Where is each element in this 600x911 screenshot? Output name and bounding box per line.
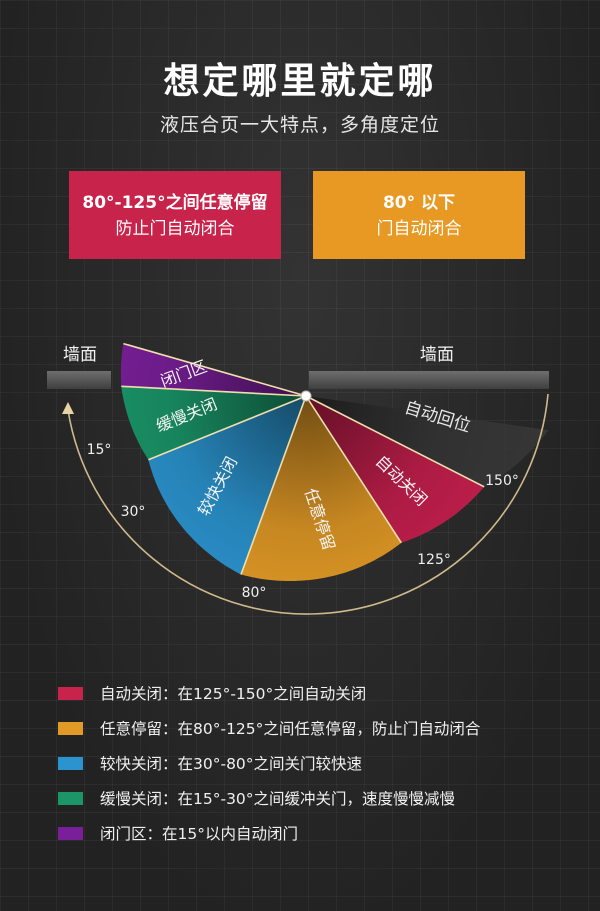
- left-wall: [47, 371, 111, 389]
- legend-item-auto-close: 自动关闭：在125°-150°之间自动关闭: [58, 676, 480, 710]
- divider-0: [123, 342, 307, 397]
- angle-label-80: 80°: [242, 585, 267, 601]
- legend-swatch: [58, 756, 83, 770]
- divider-30: [148, 395, 307, 461]
- free-stop-card: 80°-125°之间任意停留 防止门自动闭合: [69, 171, 281, 259]
- legend-swatch: [58, 721, 83, 735]
- divider-125: [305, 395, 402, 544]
- rotation-arrowhead: [62, 402, 74, 414]
- hinge-pivot: [300, 390, 312, 402]
- legend-swatch: [58, 686, 83, 700]
- legend-label: 缓慢关闭：在15°-30°之间缓冲关门，速度慢慢减慢: [100, 790, 456, 808]
- divider-80: [240, 395, 307, 575]
- auto-close-card: 80° 以下 门自动闭合: [313, 171, 525, 259]
- angle-label-125: 125°: [417, 552, 451, 568]
- free-stop-card-desc: 防止门自动闭合: [115, 219, 235, 239]
- angle-label-150: 150°: [485, 473, 519, 489]
- divider-15: [121, 385, 307, 397]
- free-stop-card-title: 80°-125°之间任意停留: [82, 193, 268, 213]
- legend-label: 闭门区：在15°以内自动闭门: [100, 825, 298, 843]
- page-title: 想定哪里就定哪: [163, 61, 437, 102]
- legend-item-slow-close: 缓慢关闭：在15°-30°之间缓冲关门，速度慢慢减慢: [58, 781, 480, 815]
- legend-swatch: [58, 791, 83, 805]
- angle-label-30: 30°: [121, 504, 146, 520]
- legend-label: 任意停留：在80°-125°之间任意停留，防止门自动闭合: [100, 720, 481, 738]
- page-subtitle: 液压合页一大特点，多角度定位: [159, 114, 440, 136]
- wall-label-right: 墙面: [420, 345, 454, 365]
- auto-close-card-desc: 门自动闭合: [376, 219, 462, 239]
- legend-label: 自动关闭：在125°-150°之间自动关闭: [100, 685, 367, 703]
- angle-dividers: [121, 342, 485, 575]
- legend-swatch: [58, 826, 83, 840]
- legend-item-fast-close: 较快关闭：在30°-80°之间关门较快速: [58, 746, 480, 780]
- legend-item-free-stop: 任意停留：在80°-125°之间任意停留，防止门自动闭合: [58, 711, 480, 745]
- rotation-arc: [67, 393, 549, 615]
- right-wall: [309, 371, 549, 389]
- wall-label-left: 墙面: [63, 345, 97, 365]
- zone-shading: [120, 343, 549, 581]
- legend: 自动关闭：在125°-150°之间自动关闭 任意停留：在80°-125°之间任意…: [58, 676, 480, 851]
- legend-label: 较快关闭：在30°-80°之间关门较快速: [100, 755, 363, 773]
- divider-150: [305, 395, 485, 488]
- zone-shade-overlay: [120, 343, 549, 581]
- angle-label-15: 15°: [87, 442, 112, 458]
- auto-close-card-title: 80° 以下: [382, 193, 456, 213]
- legend-item-close-zone: 闭门区：在15°以内自动闭门: [58, 816, 480, 850]
